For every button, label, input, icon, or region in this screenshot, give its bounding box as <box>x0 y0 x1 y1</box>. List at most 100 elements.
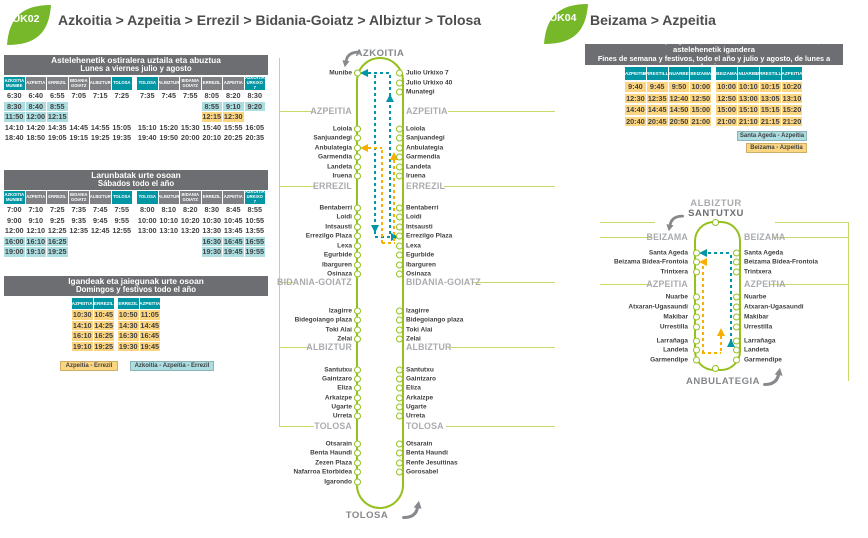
stop-row: Eliza Eliza <box>270 384 570 393</box>
time-cell: 12:30 <box>223 112 245 122</box>
time-cell: 19:55 <box>244 247 266 257</box>
time-cell <box>90 112 112 122</box>
time-cell: 13:10 <box>159 226 180 236</box>
section-label-left: AZPEITIA <box>646 279 688 289</box>
stop-dot <box>354 232 361 240</box>
connector-line <box>279 186 315 188</box>
map-section-bidania-goiatz: BIDANIA-GOIATZ BIDANIA-GOIATZ Izagirre Iza… <box>270 277 570 344</box>
time-cell: 12:50 <box>690 93 713 103</box>
line-code: UK04 <box>549 12 577 24</box>
connector-line <box>279 282 293 284</box>
timetable-row: 16:10 16:25 16:30 16:45 <box>72 331 161 341</box>
time-cell: 8:30 <box>4 101 26 111</box>
stop-label-left: Nafarroa Etorbidea <box>293 468 352 476</box>
stop-row: Ibarguren Ibarguren <box>270 260 570 270</box>
stop-label-right: Renfe Jesuitinas <box>406 459 458 467</box>
stop-label-right: Landeta <box>406 163 431 171</box>
time-cell: 19:05 <box>47 133 69 143</box>
stop-dot <box>396 270 403 278</box>
stop-label-right: Santutxu <box>406 366 434 374</box>
stop-label-right: Toki Alai <box>406 326 433 334</box>
time-cell: 10:45 <box>223 215 245 225</box>
stop-dot <box>733 268 740 276</box>
stop-dot <box>354 134 361 142</box>
stop-dot <box>396 69 403 77</box>
service-path-yellow <box>382 241 395 245</box>
table-title-es: Sábados todo el año <box>97 179 175 189</box>
column-header: BEIZAMA <box>716 67 738 80</box>
section-label-right: AZPEITIA <box>744 279 786 289</box>
timetable-row: 11:50 12:00 12:15 12:15 12:30 <box>4 112 266 122</box>
stop-label-right: Errezilgo Plaza <box>406 232 453 240</box>
time-cell: 15:00 <box>716 105 738 115</box>
time-cell: 21:00 <box>690 116 713 126</box>
stop-dot <box>712 364 719 372</box>
stop-dot <box>396 261 403 269</box>
stop-label-left: Garmendipe <box>650 356 688 364</box>
terminus-label-top-line2: SANTUTXU <box>688 208 744 219</box>
time-cell: 7:25 <box>112 91 133 101</box>
time-cell: 16:10 <box>25 236 47 246</box>
stop-label-right: Egurbide <box>406 251 435 259</box>
stop-row: Gaintzaro Gaintzaro <box>270 374 570 383</box>
time-cell: 10:30 <box>202 215 223 225</box>
time-cell: 9:20 <box>244 101 266 111</box>
time-cell: 8:45 <box>223 205 245 215</box>
stop-dot <box>354 326 361 334</box>
time-cell: 8:55 <box>201 101 223 111</box>
stop-row: Santa Ageda Santa Ageda <box>560 248 860 258</box>
timetable-row: 12:30 12:35 12:40 12:50 12:50 13:00 13:05 13:1… <box>625 93 804 103</box>
curved-arrow-icon <box>763 367 783 387</box>
curved-arrow-icon <box>402 500 422 520</box>
stop-row: Munategi <box>270 88 570 98</box>
table-title-eu: Asteburuak eta jaiegunak, urte osoan uzt… <box>608 36 820 55</box>
column-header: BIDANIA GOIATZ <box>180 191 202 204</box>
time-cell: 14:35 <box>47 122 69 132</box>
time-cell: 8:30 <box>245 91 266 101</box>
time-cell: 20:10 <box>202 133 223 143</box>
time-cell: 10:10 <box>159 215 180 225</box>
direction-arrow-icon <box>370 225 379 233</box>
connector-line <box>600 284 650 286</box>
time-cell: 7:45 <box>159 91 180 101</box>
stop-label-left: Osinaza <box>327 270 352 278</box>
stop-dot <box>396 88 403 96</box>
stop-label-left: Atxaran-Ugasaundi <box>628 303 688 311</box>
stop-label-right: Makibar <box>744 313 769 321</box>
time-cell <box>112 247 133 257</box>
stop-dot <box>354 394 361 402</box>
stop-dot <box>354 163 361 171</box>
route-map-uk04: ALBIZTUR SANTUTXU ANBULATEGIA BEIZAMA BEI… <box>560 195 860 405</box>
section-label-row: AZPEITIA AZPEITIA <box>270 106 570 116</box>
section-label-right: ALBIZTUR <box>406 342 452 352</box>
timetable-row: 9:00 9:10 9:25 9:35 9:45 9:55 10:00 10:10 10:20… <box>4 215 266 225</box>
time-cell: 7:35 <box>137 91 159 101</box>
time-cell: 12:10 <box>26 226 47 236</box>
stop-label-left: Bidegoiango plaza <box>294 316 352 324</box>
stop-dot <box>354 440 361 448</box>
time-cell: 19:40 <box>137 133 159 143</box>
time-cell <box>159 101 180 111</box>
stop-dot <box>733 293 740 301</box>
time-cell: 11:50 <box>4 112 26 122</box>
stop-label-left: Garmendia <box>318 153 352 161</box>
stop-label-right: Loidi <box>406 213 422 221</box>
stop-row: Munibe Julio Urkixo 7 <box>270 68 570 78</box>
time-cell: 19:25 <box>93 341 115 351</box>
column-header: ALBIZTUR <box>90 77 112 90</box>
service-path-teal <box>707 251 732 255</box>
time-cell <box>180 101 202 111</box>
time-cell <box>159 112 180 122</box>
stop-dot <box>354 270 361 278</box>
time-cell: 10:45 <box>93 310 115 320</box>
stop-row: Santutxu Santutxu <box>270 365 570 374</box>
time-cell <box>180 236 202 246</box>
stop-dot <box>396 144 403 152</box>
stop-row: Urreta Urreta <box>270 411 570 420</box>
service-path-yellow <box>392 160 396 242</box>
time-cell: 19:45 <box>139 341 161 351</box>
stop-label-right: Julio Urkixo 40 <box>406 79 453 87</box>
stop-label-left: Beizama Bidea-Frontoia <box>613 258 688 266</box>
stop-label-left: Izagirre <box>328 307 352 315</box>
stop-row: Nuarbe Nuarbe <box>560 292 860 302</box>
